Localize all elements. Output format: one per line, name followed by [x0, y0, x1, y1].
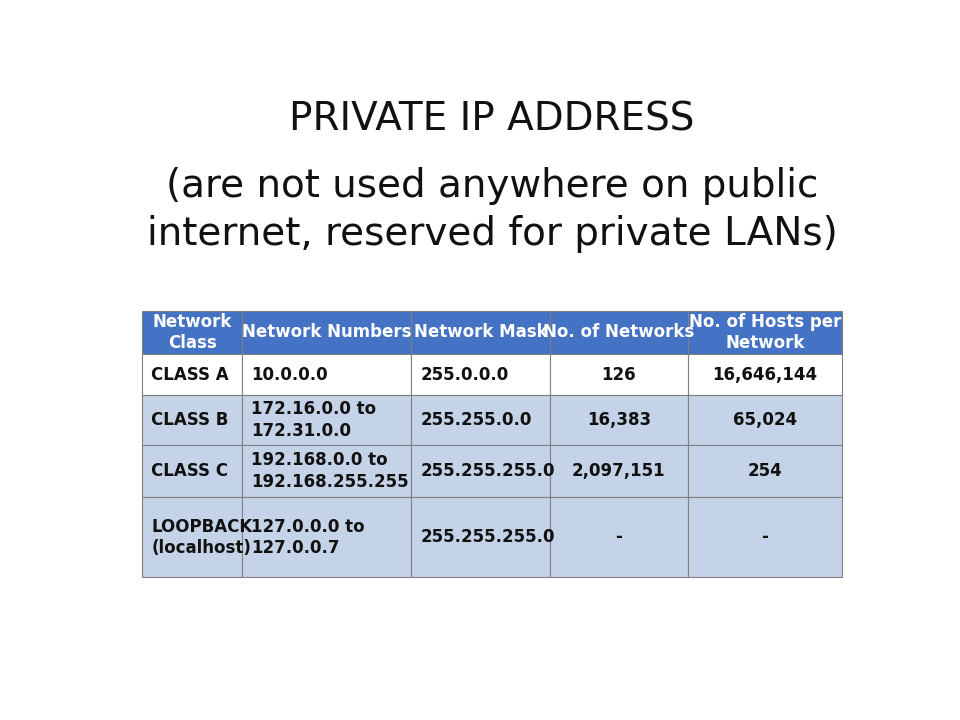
- Text: CLASS A: CLASS A: [152, 366, 228, 384]
- Bar: [411, 311, 550, 354]
- Text: -: -: [761, 528, 768, 546]
- Bar: [688, 311, 842, 354]
- Text: Network
Class: Network Class: [153, 313, 232, 352]
- Bar: [142, 445, 242, 498]
- Text: 254: 254: [748, 462, 782, 480]
- Text: PRIVATE IP ADDRESS: PRIVATE IP ADDRESS: [289, 100, 695, 138]
- Text: 2,097,151: 2,097,151: [572, 462, 665, 480]
- Text: 255.255.0.0: 255.255.0.0: [420, 411, 532, 429]
- Bar: [411, 395, 550, 445]
- Bar: [550, 311, 688, 354]
- Bar: [688, 498, 842, 577]
- Text: LOOPBACK
(localhost): LOOPBACK (localhost): [152, 518, 252, 557]
- Text: No. of Hosts per
Network: No. of Hosts per Network: [688, 313, 841, 352]
- Bar: [142, 311, 242, 354]
- Bar: [688, 395, 842, 445]
- Text: CLASS B: CLASS B: [152, 411, 228, 429]
- Text: Network Mask: Network Mask: [414, 323, 547, 341]
- Text: 127.0.0.0 to
127.0.0.7: 127.0.0.0 to 127.0.0.7: [252, 518, 365, 557]
- Text: 16,383: 16,383: [587, 411, 651, 429]
- Bar: [242, 311, 411, 354]
- Bar: [242, 395, 411, 445]
- Text: CLASS C: CLASS C: [152, 462, 228, 480]
- Bar: [550, 445, 688, 498]
- Bar: [142, 354, 242, 395]
- Bar: [688, 354, 842, 395]
- Bar: [242, 354, 411, 395]
- Text: 255.0.0.0: 255.0.0.0: [420, 366, 509, 384]
- Bar: [142, 395, 242, 445]
- Text: Network Numbers: Network Numbers: [242, 323, 412, 341]
- Text: No. of Networks: No. of Networks: [543, 323, 694, 341]
- Text: 10.0.0.0: 10.0.0.0: [252, 366, 327, 384]
- Text: 126: 126: [602, 366, 636, 384]
- Text: 255.255.255.0: 255.255.255.0: [420, 528, 555, 546]
- Bar: [550, 354, 688, 395]
- Bar: [550, 498, 688, 577]
- Text: 16,646,144: 16,646,144: [712, 366, 817, 384]
- Text: -: -: [615, 528, 622, 546]
- Bar: [242, 445, 411, 498]
- Bar: [411, 445, 550, 498]
- Text: 172.16.0.0 to
172.31.0.0: 172.16.0.0 to 172.31.0.0: [252, 400, 376, 440]
- Bar: [411, 498, 550, 577]
- Text: (are not used anywhere on public
internet, reserved for private LANs): (are not used anywhere on public interne…: [147, 167, 837, 253]
- Text: 65,024: 65,024: [732, 411, 797, 429]
- Bar: [550, 395, 688, 445]
- Bar: [411, 354, 550, 395]
- Text: 192.168.0.0 to
192.168.255.255: 192.168.0.0 to 192.168.255.255: [252, 451, 409, 491]
- Bar: [688, 445, 842, 498]
- Text: 255.255.255.0: 255.255.255.0: [420, 462, 555, 480]
- Bar: [242, 498, 411, 577]
- Bar: [142, 498, 242, 577]
